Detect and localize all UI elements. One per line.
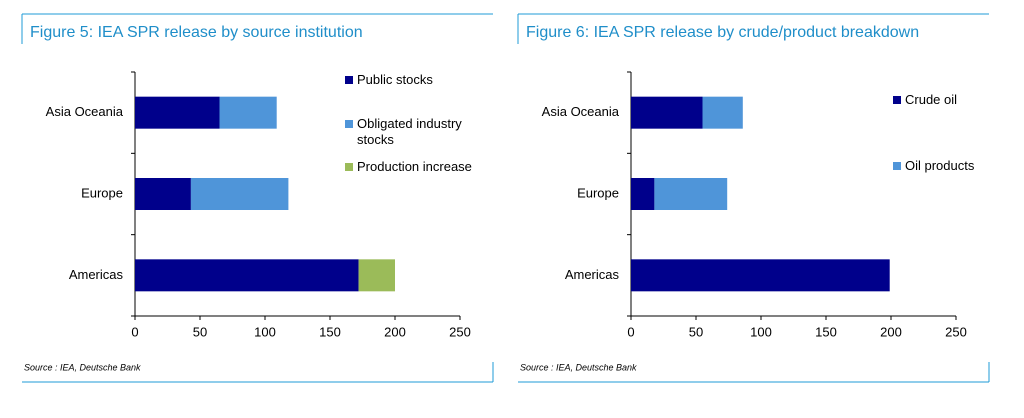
legend-label: Production increase: [357, 159, 472, 174]
bar-segment: [631, 259, 890, 292]
x-tick-label: 50: [689, 324, 703, 339]
y-tick-label: Asia Oceania: [542, 104, 620, 119]
bar-segment: [135, 259, 359, 292]
bar-segment: [631, 178, 655, 210]
x-tick-label: 250: [945, 324, 967, 339]
x-tick-label: 0: [131, 324, 138, 339]
legend-swatch: [345, 120, 353, 128]
x-tick-label: 250: [449, 324, 471, 339]
y-tick-label: Europe: [81, 185, 123, 200]
legend-label: Public stocks: [357, 72, 433, 87]
legend-entry: Crude oil: [893, 92, 1024, 108]
x-tick-label: 50: [193, 324, 207, 339]
bar-segment: [358, 259, 395, 292]
chart-title: Figure 5: IEA SPR release by source inst…: [30, 24, 363, 41]
y-tick-label: Asia Oceania: [46, 104, 124, 119]
x-tick-label: 200: [384, 324, 406, 339]
chart-title: Figure 6: IEA SPR release by crude/produ…: [526, 24, 919, 41]
x-tick-label: 150: [319, 324, 341, 339]
legend-label: Oil products: [905, 158, 975, 173]
y-tick-label: Europe: [577, 185, 619, 200]
bar-segment: [702, 96, 743, 129]
bar-segment: [654, 178, 728, 210]
legend-swatch: [345, 163, 353, 171]
bar-segment: [190, 178, 289, 210]
legend-entry: Production increase: [345, 159, 485, 175]
legend-swatch: [345, 76, 353, 84]
x-tick-label: 200: [880, 324, 902, 339]
legend-entry: Obligated industry stocks: [345, 116, 485, 148]
x-tick-label: 150: [815, 324, 837, 339]
legend-swatch: [893, 96, 901, 104]
legend-entry: Oil products: [893, 158, 1024, 174]
legend-swatch: [893, 162, 901, 170]
source-note: Source : IEA, Deutsche Bank: [24, 362, 141, 372]
x-tick-label: 100: [750, 324, 772, 339]
legend-label: Crude oil: [905, 92, 958, 107]
x-tick-label: 0: [627, 324, 634, 339]
bar-segment: [135, 178, 191, 210]
bar-segment: [135, 96, 220, 129]
bar-segment: [631, 96, 703, 129]
source-note: Source : IEA, Deutsche Bank: [520, 362, 637, 372]
x-tick-label: 100: [254, 324, 276, 339]
bar-segment: [219, 96, 277, 129]
legend-label: Obligated industry stocks: [357, 116, 462, 147]
y-tick-label: Americas: [69, 267, 124, 282]
y-tick-label: Americas: [565, 267, 620, 282]
legend-entry: Public stocks: [345, 72, 485, 88]
